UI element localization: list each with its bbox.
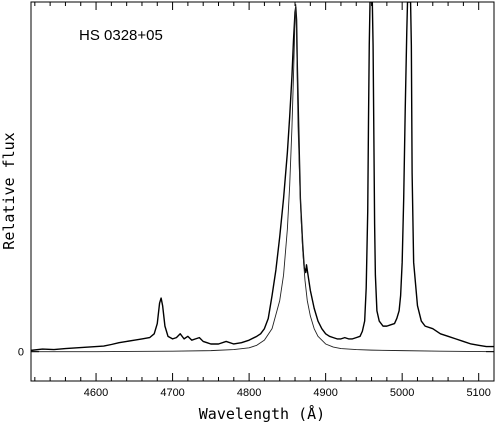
observed-spectrum-line — [31, 2, 494, 352]
x-tick-label: 4900 — [313, 387, 337, 399]
y-tick-label: 0 — [18, 347, 24, 359]
annotation-label: HS 0328+05 — [79, 27, 163, 44]
x-tick-label: 4600 — [84, 387, 108, 399]
plot-frame — [30, 1, 495, 382]
x-tick-label: 5100 — [466, 387, 490, 399]
x-tick-label: 4800 — [237, 387, 261, 399]
x-tick-label: 5000 — [390, 387, 414, 399]
x-axis-label: Wavelength (Å) — [199, 404, 325, 423]
x-tick-label: 4700 — [160, 387, 184, 399]
model-profile-line — [31, 4, 494, 353]
y-axis-label: Relative flux — [0, 132, 18, 249]
